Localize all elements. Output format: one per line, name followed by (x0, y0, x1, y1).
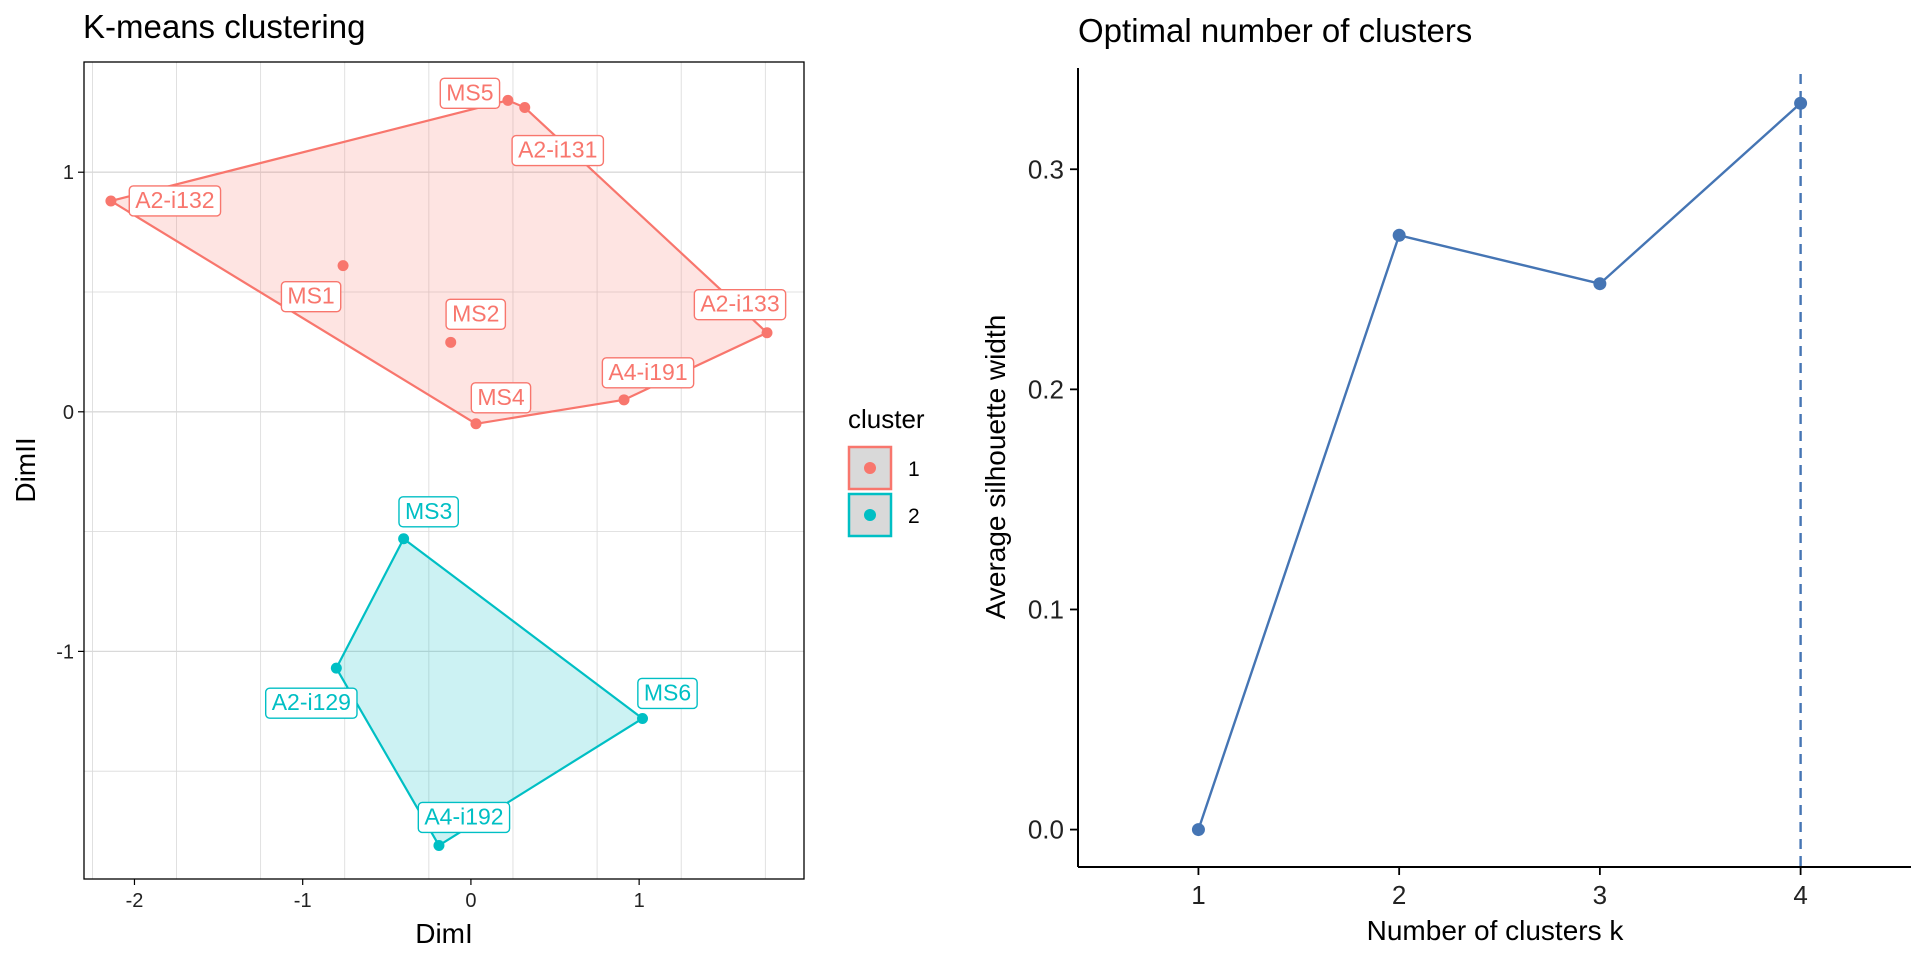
label-text: A2-i131 (518, 137, 597, 163)
silhouette-y-tick-label: 0.1 (1028, 594, 1064, 624)
label-box (637, 677, 698, 710)
label-box (511, 134, 605, 167)
label-a2-i131: A2-i131 (511, 134, 605, 167)
silhouette-x-tick-label: 1 (1191, 880, 1205, 910)
silhouette-point-k4 (1794, 96, 1808, 110)
point-ms6 (637, 712, 649, 724)
kmeans-panel: K-means clustering MS5A2-i131A2-i132MS1M… (10, 8, 805, 949)
silhouette-point-k1 (1191, 823, 1205, 837)
kmeans-x-axis-title: DimI (415, 918, 473, 949)
silhouette-point-k2 (1392, 228, 1406, 242)
kmeans-plot-border (83, 61, 805, 880)
label-box (445, 298, 507, 331)
label-box (693, 289, 787, 321)
point-ms2 (445, 336, 457, 348)
label-text: MS6 (644, 679, 691, 705)
kmeans-point-labels: MS5 A2-i131 A2-i132 MS1 MS2 A2-i133 A4-i191 MS4… (128, 77, 787, 834)
legend-items: 12 (847, 445, 920, 538)
label-a2-i129: A2-i129 (264, 687, 358, 719)
point-ms1 (337, 260, 349, 272)
legend-label: 1 (908, 458, 920, 481)
legend-item-1: 1 (847, 445, 920, 491)
label-box (601, 357, 695, 389)
silhouette-y-axis-title: Average silhouette width (980, 315, 1011, 620)
label-a2-i133: A2-i133 (693, 289, 787, 321)
kmeans-grid (84, 62, 804, 879)
label-box (264, 687, 358, 719)
silhouette-x-axis-title: Number of clusters k (1367, 915, 1625, 946)
silhouette-x-tick-label: 3 (1593, 880, 1607, 910)
legend-title: cluster (848, 404, 925, 434)
point-a4-i191 (618, 394, 630, 406)
kmeans-x-tick-label: 0 (465, 890, 476, 912)
label-box (417, 801, 511, 834)
label-text: MS2 (452, 300, 499, 326)
point-ms5 (502, 94, 514, 106)
label-ms2: MS2 (445, 298, 507, 331)
label-text: MS5 (446, 79, 493, 105)
silhouette-line (1197, 102, 1802, 830)
label-box (439, 77, 501, 110)
silhouette-point-k3 (1593, 277, 1607, 291)
kmeans-y-ticks: 1 0 -1 (56, 162, 84, 663)
legend-key-point (864, 462, 876, 474)
label-text: MS1 (287, 283, 334, 309)
legend-label: 2 (908, 505, 920, 528)
silhouette-y-tick-label: 0.0 (1028, 815, 1064, 845)
silhouette-x-ticks: 1 2 3 4 (1191, 867, 1808, 910)
cluster-legend: cluster 12 (847, 404, 925, 538)
label-text: MS3 (405, 498, 452, 524)
silhouette-x-tick-label: 2 (1392, 880, 1406, 910)
label-ms6: MS6 (637, 677, 698, 710)
point-a4-i192 (433, 839, 445, 851)
kmeans-x-tick-label: 1 (634, 890, 645, 912)
label-box (128, 185, 222, 217)
label-text: A2-i132 (135, 187, 214, 213)
label-ms4: MS4 (470, 382, 532, 414)
point-ms3 (398, 533, 410, 545)
kmeans-x-ticks: -2 -1 0 1 (126, 879, 645, 912)
point-a2-i129 (330, 662, 342, 674)
point-a2-i132 (105, 195, 117, 207)
label-text: A4-i191 (608, 359, 687, 385)
label-box (470, 382, 532, 414)
silhouette-title: Optimal number of clusters (1078, 12, 1472, 49)
label-ms3: MS3 (398, 496, 459, 528)
label-ms1: MS1 (280, 280, 342, 313)
point-ms4 (470, 418, 482, 430)
kmeans-y-tick-label: 1 (63, 162, 74, 184)
label-a4-i191: A4-i191 (601, 357, 695, 389)
label-box (398, 496, 459, 528)
kmeans-y-axis-title: DimII (10, 437, 41, 502)
label-text: MS4 (477, 384, 525, 410)
silhouette-y-ticks: 0.0 0.1 0.2 0.3 (1028, 154, 1078, 845)
label-text: A2-i129 (272, 689, 351, 715)
silhouette-series (1191, 96, 1808, 837)
legend-key-point (864, 509, 876, 521)
legend-item-2: 2 (847, 492, 920, 538)
silhouette-x-tick-label: 4 (1793, 880, 1807, 910)
label-text: A4-i192 (424, 803, 503, 829)
label-a4-i192: A4-i192 (417, 801, 511, 834)
kmeans-title: K-means clustering (83, 8, 365, 45)
label-ms5: MS5 (439, 77, 501, 110)
kmeans-x-tick-label: -1 (294, 890, 312, 912)
label-box (280, 280, 342, 313)
point-a2-i133 (761, 327, 773, 339)
silhouette-y-tick-label: 0.2 (1028, 374, 1064, 404)
silhouette-y-tick-label: 0.3 (1028, 154, 1064, 184)
label-a2-i132: A2-i132 (128, 185, 222, 217)
kmeans-y-tick-label: 0 (63, 402, 74, 424)
kmeans-x-tick-label: -2 (126, 890, 144, 912)
label-text: A2-i133 (700, 291, 779, 317)
kmeans-y-tick-label: -1 (56, 641, 74, 663)
kmeans-points (105, 94, 773, 851)
point-a2-i131 (519, 102, 531, 114)
